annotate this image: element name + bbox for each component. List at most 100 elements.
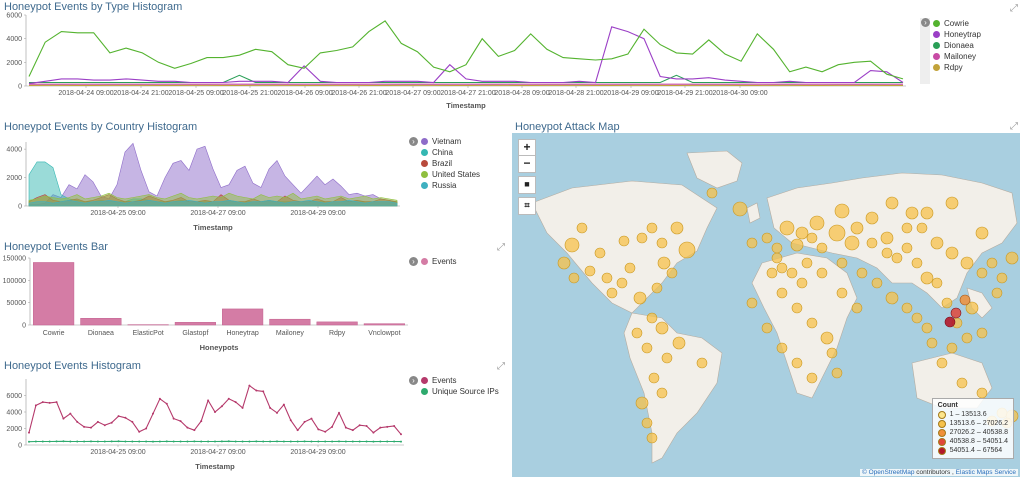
attack-bubble: [746, 237, 758, 249]
attack-bubble: [706, 187, 718, 199]
attack-bubble: [850, 221, 864, 235]
data-point: [331, 425, 334, 428]
attribution-text: contributors ,: [914, 469, 956, 476]
data-point: [152, 412, 154, 415]
events-histogram-chart: 0 2000 4000 6000 2018-04-25 09:00 2018-04-27 …: [6, 379, 404, 471]
data-point: [55, 401, 58, 404]
expand-icon[interactable]: ⤢: [497, 361, 505, 372]
legend-toggle-icon[interactable]: ›: [409, 257, 418, 266]
attack-bubble: [648, 372, 660, 384]
land-mass: [686, 150, 743, 189]
bar-mailoney: [269, 318, 311, 326]
legend-item-events[interactable]: Events: [421, 256, 456, 267]
legend-item-cowrie[interactable]: Cowrie: [933, 18, 981, 29]
data-point: [152, 440, 154, 443]
legend-label: China: [432, 148, 453, 157]
data-point: [269, 406, 272, 409]
legend-toggle-icon[interactable]: ›: [409, 137, 418, 146]
x-tick-label: 2018-04-25 21:00: [222, 90, 277, 97]
attack-bubble: [761, 322, 773, 334]
attack-bubble: [666, 267, 678, 279]
attack-bubble: [678, 241, 696, 259]
legend-label: 27026.2 – 40538.8: [949, 429, 1008, 436]
attack-bubble: [594, 247, 606, 259]
legend-label: 54051.4 – 67564: [949, 447, 1003, 454]
data-point: [69, 412, 72, 415]
data-point: [96, 420, 99, 423]
map-attribution: © OpenStreetMap contributors , Elastic M…: [860, 469, 1018, 476]
attack-bubble: [930, 236, 944, 250]
legend-item-russia[interactable]: Russia: [421, 180, 480, 191]
expand-icon[interactable]: ⤢: [1010, 3, 1018, 14]
attack-bubble: [601, 272, 613, 284]
attack-bubble: [646, 432, 658, 444]
x-tick-label: Glastopf: [182, 330, 208, 337]
legend-item-united-states[interactable]: United States: [421, 169, 480, 180]
legend-item-unique-source-ips[interactable]: Unique Source IPs: [421, 386, 499, 397]
attack-bubble: [921, 322, 933, 334]
legend-item-rdpy[interactable]: Rdpy: [933, 62, 981, 73]
legend-swatch: [937, 428, 946, 437]
attack-bubble: [960, 256, 974, 270]
data-point: [83, 440, 86, 443]
draw-filter-icon[interactable]: ■: [518, 176, 536, 194]
legend-item-dionaea[interactable]: Dionaea: [933, 40, 981, 51]
legend-item-brazil[interactable]: Brazil: [421, 158, 480, 169]
legend-swatch: [933, 64, 940, 71]
data-point: [296, 440, 299, 443]
data-point: [186, 426, 189, 429]
legend-item-events[interactable]: Events: [421, 375, 499, 386]
attack-bubble: [557, 256, 571, 270]
attack-bubble: [776, 287, 788, 299]
expand-icon[interactable]: ⤢: [497, 242, 505, 253]
legend-scrollbar[interactable]: [920, 18, 930, 84]
zoom-out-button[interactable]: −: [518, 155, 536, 173]
legend-label: Rdpy: [944, 63, 963, 72]
ems-link[interactable]: Elastic Maps Service: [955, 469, 1016, 476]
data-point: [55, 440, 58, 443]
legend-toggle-icon[interactable]: ›: [409, 376, 418, 385]
data-point: [372, 431, 375, 434]
data-point: [303, 440, 306, 443]
attack-bubble: [761, 232, 773, 244]
attack-bubble: [568, 272, 580, 284]
data-point: [262, 440, 265, 443]
attack-bubble: [616, 277, 628, 289]
attack-bubble: [991, 287, 1003, 299]
attack-bubble: [881, 247, 893, 259]
country-histogram-panel: Honeypot Events by Country Histogram 0 20…: [0, 120, 510, 238]
osm-link[interactable]: © OpenStreetMap: [862, 469, 915, 476]
data-point: [76, 440, 79, 443]
x-tick-label: 2018-04-29 09:00: [290, 449, 345, 456]
data-point: [103, 424, 106, 427]
legend-item-china[interactable]: China: [421, 147, 480, 158]
legend-toggle-icon[interactable]: ›: [921, 18, 930, 27]
data-point: [138, 430, 141, 433]
expand-icon[interactable]: ⤢: [1010, 121, 1018, 132]
data-point: [145, 427, 148, 430]
attack-bubble: [891, 252, 903, 264]
attack-bubble: [656, 237, 668, 249]
data-point: [344, 426, 347, 429]
legend-item-mailoney[interactable]: Mailoney: [933, 51, 981, 62]
fit-bounds-icon[interactable]: ⌗: [518, 197, 536, 215]
data-point: [358, 440, 361, 443]
attack-bubble: [996, 272, 1008, 284]
attack-bubble: [646, 312, 658, 324]
legend-label: Brazil: [432, 159, 453, 168]
data-point: [62, 440, 65, 443]
attack-bubble: [911, 257, 923, 269]
type-histogram-panel: Honeypot Events by Type Histogram ⤢ 0 200…: [0, 0, 1024, 118]
attack-bubble-max: [944, 316, 956, 328]
land-mass: [751, 252, 858, 399]
bar-honeytrap: [222, 308, 264, 326]
attack-bubble: [931, 277, 943, 289]
legend-item-honeytrap[interactable]: Honeytrap: [933, 29, 981, 40]
legend-item-vietnam[interactable]: Vietnam: [421, 136, 480, 147]
legend-label: 40538.8 – 54051.4: [949, 438, 1008, 445]
attack-bubble: [656, 387, 668, 399]
map-legend: Count 1 – 13513.6 13513.6 – 27026.2 27026.…: [931, 398, 1014, 459]
attack-bubble: [806, 232, 818, 244]
attack-map[interactable]: + − ■ ⌗ Count 1 – 13513.6 13513.6 – 27026…: [512, 133, 1020, 477]
y-tick-label: 6000: [6, 13, 22, 20]
